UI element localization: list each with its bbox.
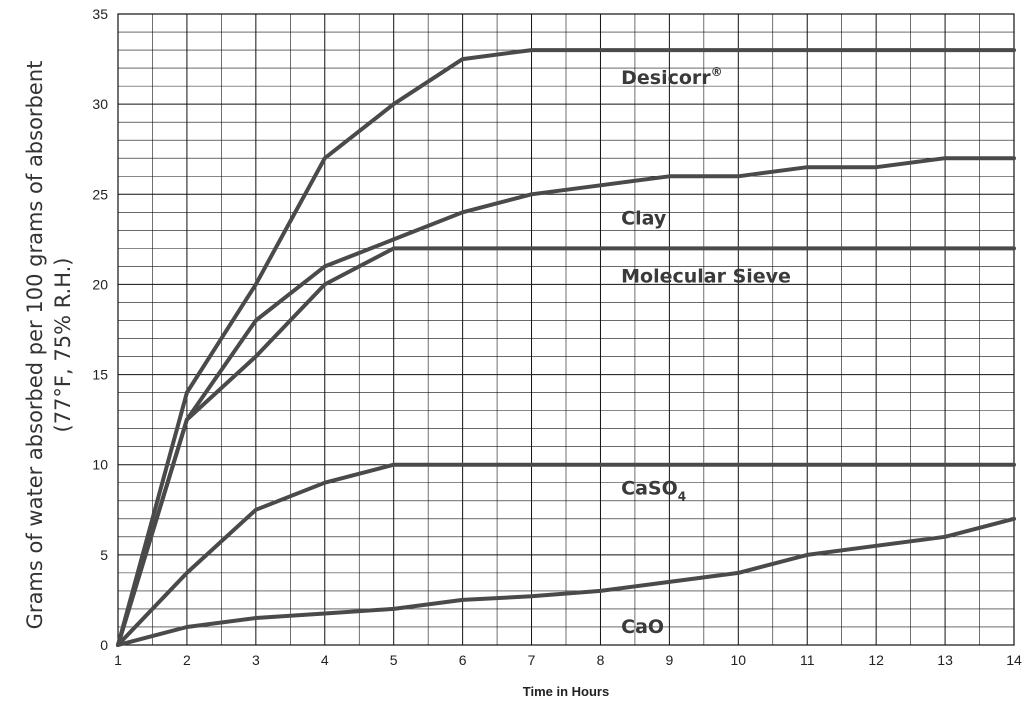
y-tick-label: 0 (100, 637, 108, 653)
grid (117, 13, 1015, 646)
series-label-cao: CaO (621, 616, 664, 638)
y-axis-label-line1: Grams of water absorbed per 100 grams of… (23, 61, 47, 630)
series-labels: Desicorr® Clay Molecular Sieve CaSO4 CaO (621, 65, 791, 638)
x-tick-label: 1 (114, 652, 122, 668)
x-axis-label: Time in Hours (523, 684, 609, 699)
x-tick-label: 2 (183, 652, 191, 668)
series-label-molecular-sieve: Molecular Sieve (621, 265, 791, 287)
y-tick-label: 20 (92, 276, 108, 292)
y-axis-label-line2: (77°F, 75% R.H.) (51, 257, 75, 432)
x-tick-label: 8 (597, 652, 605, 668)
series-line-molecular-sieve (116, 246, 1016, 647)
y-tick-label: 10 (92, 457, 108, 473)
x-tick-label: 7 (528, 652, 536, 668)
x-tick-label: 6 (459, 652, 467, 668)
y-tick-label: 15 (92, 367, 108, 383)
x-tick-label: 5 (390, 652, 398, 668)
y-tick-label: 35 (92, 6, 108, 22)
series-label-clay: Clay (621, 207, 667, 229)
series-line-clay (116, 156, 1016, 647)
series-line-cao (116, 516, 1016, 647)
x-tick-labels: 1 2 3 4 5 6 7 8 9 10 11 12 13 14 (114, 652, 1022, 668)
series-label-caso: CaSO4 (621, 478, 686, 504)
y-tick-label: 25 (92, 186, 108, 202)
x-tick-label: 12 (868, 652, 884, 668)
y-tick-label: 30 (92, 96, 108, 112)
x-tick-label: 9 (665, 652, 673, 668)
y-tick-labels: 0 5 10 15 20 25 30 35 (92, 6, 108, 653)
x-tick-label: 10 (731, 652, 747, 668)
series-line-desicorr (116, 48, 1016, 647)
x-tick-label: 4 (321, 652, 329, 668)
y-tick-label: 5 (100, 547, 108, 563)
series-label-desicorr: Desicorr® (621, 65, 723, 89)
x-tick-label: 13 (937, 652, 953, 668)
x-tick-label: 11 (800, 652, 815, 668)
series-line-caso (116, 462, 1016, 647)
x-tick-label: 14 (1006, 652, 1022, 668)
series-lines (116, 48, 1016, 647)
y-axis-label: Grams of water absorbed per 100 grams of… (23, 61, 75, 630)
x-tick-label: 3 (252, 652, 260, 668)
